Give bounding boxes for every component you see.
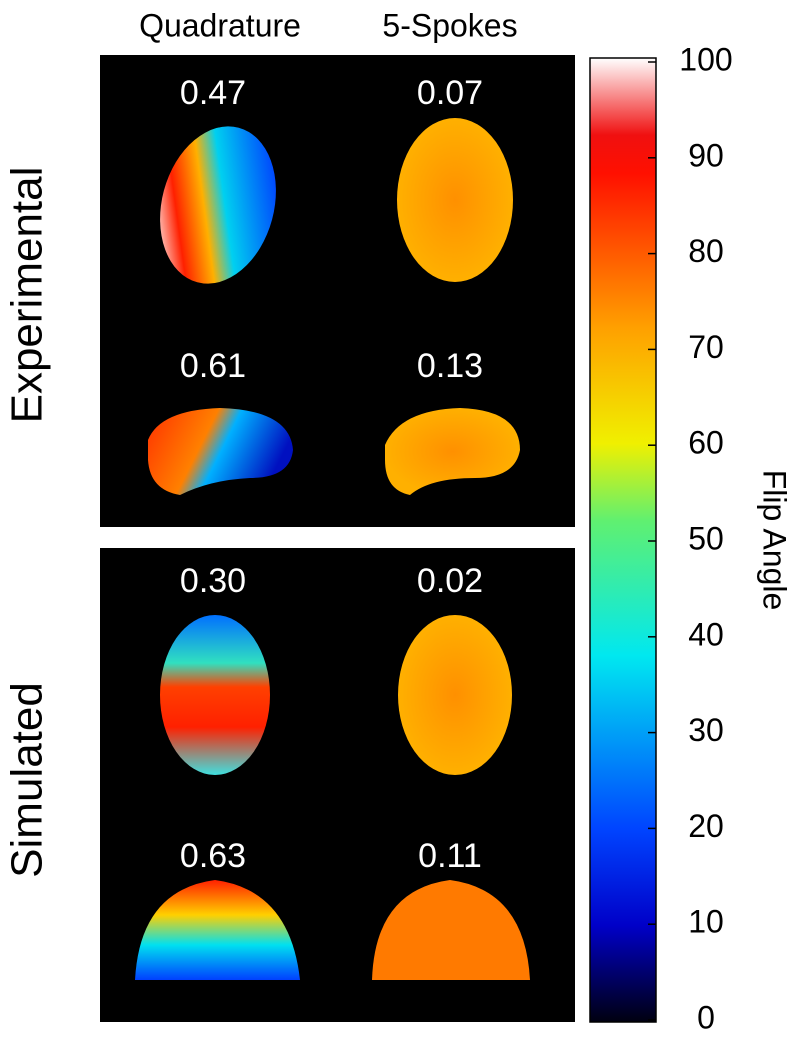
map (397, 118, 513, 282)
panel-value: 0.02 (417, 562, 483, 600)
colorbar-tick-label: 50 (688, 520, 724, 556)
map (398, 615, 512, 775)
colorbar-tick-label: 20 (688, 808, 724, 844)
colorbar-tick-label: 0 (697, 999, 715, 1035)
map (372, 880, 530, 980)
map (385, 408, 520, 495)
panel-value: 0.11 (418, 837, 482, 875)
row-label: Experimental (3, 167, 52, 424)
colorbar (589, 57, 657, 1023)
panel-value: 0.13 (417, 347, 483, 385)
colorbar-tick-label: 30 (688, 712, 724, 748)
colorbar-tick-label: 10 (688, 904, 724, 940)
colorbar-tick-label: 90 (688, 137, 724, 173)
panel-value: 0.07 (417, 74, 483, 112)
panel-value: 0.63 (180, 837, 246, 875)
panel-value: 0.30 (180, 562, 246, 600)
colorbar-tick-label: 40 (688, 616, 724, 652)
column-label: Quadrature (139, 7, 301, 43)
colorbar-tick-label: 70 (688, 329, 724, 365)
colorbar-tick-label: 100 (679, 41, 732, 77)
panel-value: 0.47 (180, 74, 246, 112)
row-label: Simulated (3, 682, 52, 878)
map (148, 408, 293, 495)
colorbar-tick-label: 80 (688, 233, 724, 269)
map (160, 126, 276, 284)
column-label: 5-Spokes (382, 7, 517, 43)
panel-value: 0.61 (180, 347, 246, 385)
map (160, 615, 270, 775)
colorbar-label: Flip Angle (757, 470, 793, 611)
colorbar-tick-label: 60 (688, 425, 724, 461)
map (135, 880, 300, 980)
